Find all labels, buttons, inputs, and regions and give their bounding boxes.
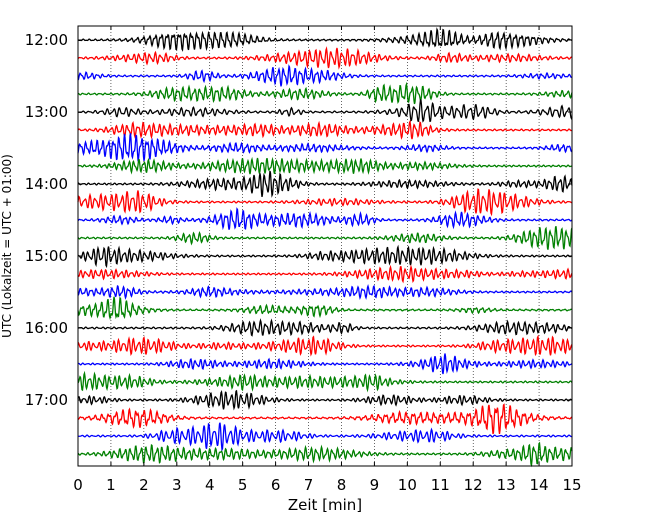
x-tick-label: 2 — [139, 476, 149, 494]
x-tick-label: 12 — [464, 476, 483, 494]
x-tick-label: 7 — [304, 476, 314, 494]
x-tick-label: 14 — [530, 476, 549, 494]
x-tick-label: 9 — [370, 476, 380, 494]
seismic-trace — [77, 353, 573, 375]
plot-frame — [77, 25, 573, 467]
seismic-traces — [77, 27, 573, 468]
seismic-trace — [77, 296, 573, 321]
seismic-trace — [77, 389, 573, 411]
x-tick-label: 13 — [497, 476, 516, 494]
seismic-trace — [77, 207, 573, 231]
y-tick-label: 17:00 — [25, 391, 68, 409]
seismic-trace — [77, 98, 573, 123]
seismic-trace — [77, 403, 573, 435]
seismic-trace — [77, 27, 573, 52]
grid-lines — [110, 26, 540, 466]
seismic-trace — [77, 188, 573, 217]
seismic-trace — [77, 133, 573, 162]
x-tick-label: 8 — [337, 476, 347, 494]
x-tick-label: 11 — [431, 476, 450, 494]
seismic-trace — [77, 318, 573, 337]
x-tick-label: 3 — [172, 476, 182, 494]
seismic-trace — [77, 244, 573, 269]
seismic-trace — [77, 170, 573, 198]
seismic-trace — [77, 225, 573, 250]
x-tick-label: 5 — [238, 476, 248, 494]
seismic-trace — [77, 119, 573, 140]
y-tick-label: 14:00 — [25, 175, 68, 193]
seismic-trace — [77, 283, 573, 300]
y-tick-label: 12:00 — [25, 31, 68, 49]
x-tick-label: 4 — [205, 476, 215, 494]
seismic-trace — [77, 156, 573, 175]
x-tick-label: 1 — [106, 476, 116, 494]
y-axis-ticks: 12:00 13:00 14:00 15:00 16:00 17:00 — [25, 31, 572, 409]
seismic-trace — [77, 46, 573, 70]
seismic-trace — [77, 422, 573, 453]
seismic-trace — [77, 81, 573, 105]
x-axis-ticks: 0 1 2 3 4 5 6 7 8 9 10 11 12 13 14 15 — [73, 26, 582, 494]
x-tick-label: 10 — [398, 476, 417, 494]
x-tick-label: 15 — [562, 476, 581, 494]
y-tick-label: 13:00 — [25, 103, 68, 121]
x-axis-label: Zeit [min] — [288, 496, 362, 514]
seismic-trace — [77, 334, 573, 357]
x-tick-label: 0 — [73, 476, 83, 494]
y-tick-label: 16:00 — [25, 319, 68, 337]
seismic-trace — [77, 64, 573, 87]
seismic-trace — [77, 264, 573, 284]
y-tick-label: 15:00 — [25, 247, 68, 265]
seismic-trace — [77, 441, 573, 468]
seismic-trace — [77, 370, 573, 393]
x-tick-label: 6 — [271, 476, 281, 494]
y-axis-label: UTC (Lokalzeit = UTC + 01:00) — [0, 154, 14, 338]
